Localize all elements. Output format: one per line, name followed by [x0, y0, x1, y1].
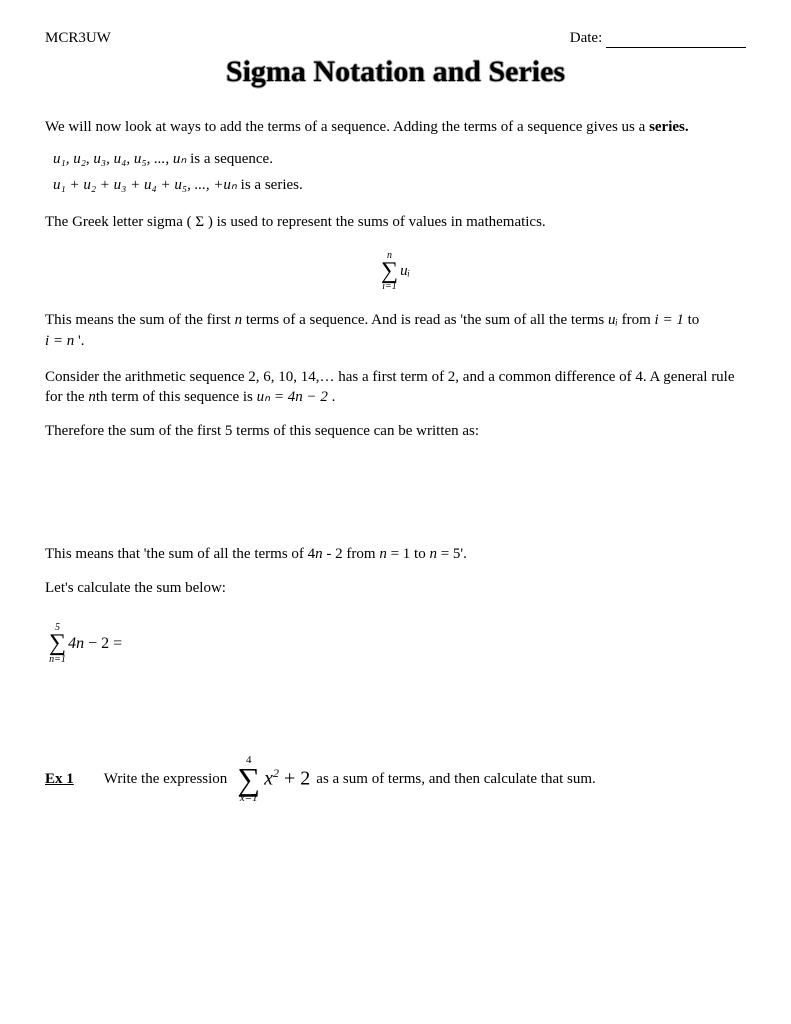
calc-prompt: Let's calculate the sum below:: [45, 578, 746, 598]
arith-b: th term of this sequence is: [96, 389, 257, 405]
arithmetic-example: Consider the arithmetic sequence 2, 6, 1…: [45, 367, 746, 408]
mean-d: = 5'.: [437, 546, 467, 562]
exp-a: This means the sum of the first: [45, 312, 235, 328]
series-definition: u₁ + u₂ + u₃ + u₄ + u₅, ..., +uₙ is a se…: [53, 175, 746, 195]
exp-n: n: [235, 312, 243, 328]
arith-c: .: [328, 389, 336, 405]
sum-statement: Therefore the sum of the first 5 terms o…: [45, 421, 746, 441]
sequence-label: is a sequence.: [186, 151, 273, 167]
intro-paragraph: We will now look at ways to add the term…: [45, 117, 746, 137]
ex1-post: as a sum of terms, and then calculate th…: [316, 769, 596, 789]
sigma-explanation: This means the sum of the first n terms …: [45, 310, 746, 351]
calc-term: 4n − 2 =: [68, 633, 122, 655]
page-title: Sigma Notation and Series: [45, 52, 746, 93]
arith-n: n: [88, 389, 96, 405]
sigma-icon: ∑: [237, 766, 260, 793]
exp-b: terms of a sequence. And is read as 'the…: [242, 312, 608, 328]
ex1-x: x: [264, 768, 273, 790]
calc-lower: n=1: [49, 655, 66, 665]
sigma-intro: The Greek letter sigma ( Σ ) is used to …: [45, 212, 746, 232]
series-bold: series.: [649, 119, 689, 135]
sigma-lower-bound: i=1: [382, 282, 397, 292]
sigma-symbol-inline: Σ: [195, 214, 204, 230]
date-blank-line: [606, 47, 746, 48]
calc-work-space: [45, 665, 746, 705]
arith-un: uₙ = 4n − 2: [257, 389, 328, 405]
mean-c: = 1 to: [387, 546, 430, 562]
series-terms: u₁ + u₂ + u₃ + u₄ + u₅, ..., +uₙ: [53, 177, 237, 193]
date-field: Date:: [570, 28, 746, 48]
ex1-pre: Write the expression: [104, 769, 228, 789]
sigma-calculation: 5 ∑ n=1 4n − 2 =: [49, 616, 746, 665]
sigma-icon: ∑: [49, 633, 66, 655]
exp-d: to: [684, 312, 699, 328]
sequence-definition: u₁, u₂, u₃, u₄, u₅, ..., uₙ is a sequenc…: [53, 149, 746, 169]
ex1-term: x2 + 2: [264, 765, 310, 793]
page-header: MCR3UW Date:: [45, 28, 746, 48]
example-label: Ex 1: [45, 769, 74, 789]
sigma-intro-a: The Greek letter sigma (: [45, 214, 195, 230]
sum-meaning: This means that 'the sum of all the term…: [45, 544, 746, 564]
sigma-intro-b: ) is used to represent the sums of value…: [204, 214, 546, 230]
mean-n2: n: [379, 546, 387, 562]
exp-i1: i = 1: [655, 312, 684, 328]
exp-e: '.: [74, 333, 84, 349]
ex1-plus: + 2: [279, 768, 310, 790]
ex1-lower: x=1: [240, 793, 258, 804]
sigma-notation-display: n ∑ i=1 uᵢ: [45, 244, 746, 293]
sigma-term: uᵢ: [400, 261, 410, 281]
mean-b: - 2 from: [323, 546, 380, 562]
sigma-icon: ∑: [381, 261, 398, 283]
intro-text: We will now look at ways to add the term…: [45, 119, 649, 135]
exp-in: i = n: [45, 333, 74, 349]
mean-n1: n: [315, 546, 323, 562]
mean-n3: n: [429, 546, 437, 562]
example-1: Ex 1 Write the expression 4 ∑ x=1 x2 + 2…: [45, 755, 746, 804]
sequence-terms: u₁, u₂, u₃, u₄, u₅, ..., uₙ: [53, 151, 186, 167]
exp-c: from: [618, 312, 655, 328]
mean-a: This means that 'the sum of all the term…: [45, 546, 315, 562]
course-code: MCR3UW: [45, 28, 111, 48]
series-label: is a series.: [237, 177, 303, 193]
exp-ui: uᵢ: [608, 312, 618, 328]
document-page: MCR3UW Date: Sigma Notation and Series W…: [0, 0, 791, 1024]
date-label: Date:: [570, 30, 602, 46]
work-space: [45, 454, 746, 544]
